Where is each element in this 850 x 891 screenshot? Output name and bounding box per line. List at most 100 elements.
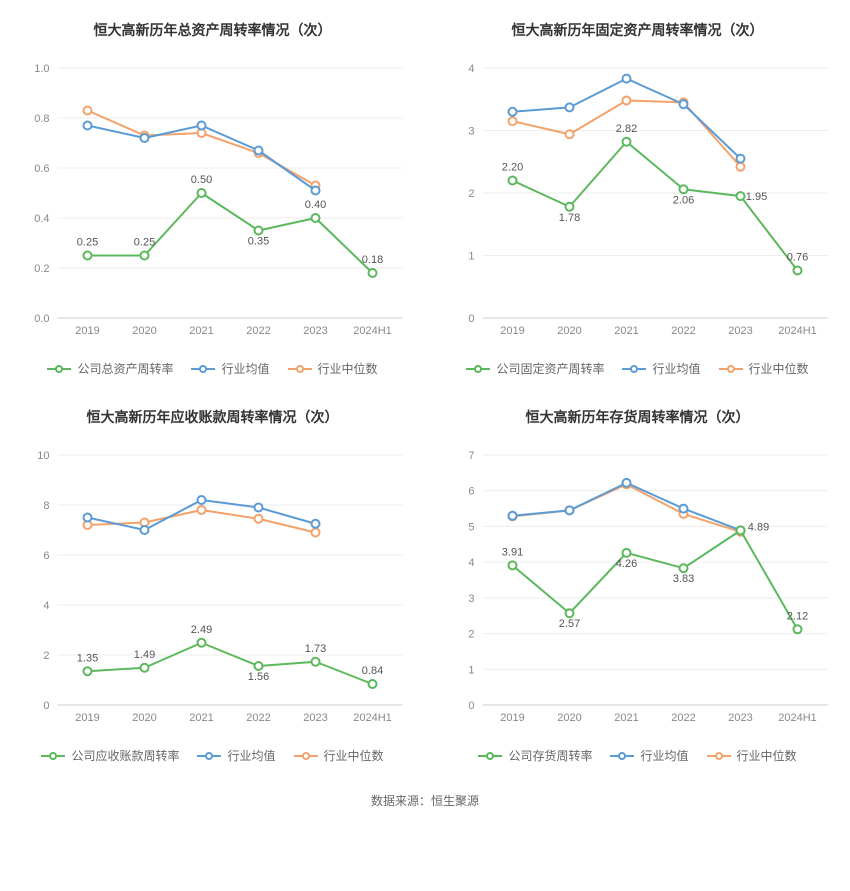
svg-text:0: 0 bbox=[43, 700, 49, 712]
svg-text:2022: 2022 bbox=[671, 712, 695, 724]
legend-item: 公司应收账款周转率 bbox=[41, 747, 179, 764]
svg-text:2022: 2022 bbox=[671, 325, 695, 337]
legend-label: 行业均值 bbox=[640, 747, 688, 764]
svg-text:0.50: 0.50 bbox=[191, 174, 212, 186]
legend-label: 行业中位数 bbox=[737, 747, 797, 764]
svg-text:0.40: 0.40 bbox=[305, 199, 326, 211]
svg-text:3: 3 bbox=[468, 593, 474, 605]
chart-plot: 01234567201920202021202220232024H13.912.… bbox=[435, 435, 840, 735]
chart-panel: 恒大高新历年总资产周转率情况（次）0.00.20.40.60.81.020192… bbox=[10, 10, 415, 377]
svg-text:2020: 2020 bbox=[132, 325, 156, 337]
svg-text:4: 4 bbox=[468, 63, 474, 75]
svg-text:0.84: 0.84 bbox=[362, 665, 383, 677]
svg-text:2: 2 bbox=[43, 650, 49, 662]
legend-marker-icon bbox=[610, 751, 634, 761]
svg-text:2019: 2019 bbox=[500, 712, 524, 724]
svg-text:0.6: 0.6 bbox=[34, 163, 49, 175]
legend-marker-icon bbox=[707, 751, 731, 761]
svg-text:2024H1: 2024H1 bbox=[353, 712, 392, 724]
svg-text:2023: 2023 bbox=[303, 712, 327, 724]
svg-text:2021: 2021 bbox=[189, 712, 213, 724]
svg-text:2: 2 bbox=[468, 188, 474, 200]
svg-text:2022: 2022 bbox=[246, 325, 270, 337]
legend-item: 行业中位数 bbox=[294, 747, 384, 764]
svg-text:2019: 2019 bbox=[500, 325, 524, 337]
svg-text:4: 4 bbox=[43, 600, 49, 612]
svg-text:1: 1 bbox=[468, 251, 474, 263]
svg-text:0: 0 bbox=[468, 700, 474, 712]
chart-panel: 恒大高新历年存货周转率情况（次）012345672019202020212022… bbox=[435, 397, 840, 764]
svg-text:2.57: 2.57 bbox=[559, 618, 580, 630]
svg-text:6: 6 bbox=[468, 486, 474, 498]
legend-marker-icon bbox=[294, 751, 318, 761]
svg-text:2.20: 2.20 bbox=[502, 162, 523, 174]
legend-label: 行业中位数 bbox=[318, 360, 378, 377]
svg-text:2020: 2020 bbox=[557, 325, 581, 337]
legend-marker-icon bbox=[41, 751, 65, 761]
chart-title: 恒大高新历年总资产周转率情况（次） bbox=[10, 20, 415, 40]
svg-text:1.73: 1.73 bbox=[305, 643, 326, 655]
svg-text:2.06: 2.06 bbox=[673, 194, 694, 206]
legend-label: 公司应收账款周转率 bbox=[71, 747, 179, 764]
svg-text:2022: 2022 bbox=[246, 712, 270, 724]
svg-text:2021: 2021 bbox=[614, 712, 638, 724]
svg-text:1: 1 bbox=[468, 664, 474, 676]
svg-text:4: 4 bbox=[468, 557, 474, 569]
svg-text:2.82: 2.82 bbox=[616, 123, 637, 135]
svg-text:1.56: 1.56 bbox=[248, 671, 269, 683]
legend-label: 行业均值 bbox=[221, 360, 269, 377]
legend-marker-icon bbox=[478, 751, 502, 761]
chart-panel: 恒大高新历年固定资产周转率情况（次）0123420192020202120222… bbox=[435, 10, 840, 377]
legend-item: 公司总资产周转率 bbox=[47, 360, 173, 377]
chart-title: 恒大高新历年应收账款周转率情况（次） bbox=[10, 407, 415, 427]
svg-text:7: 7 bbox=[468, 450, 474, 462]
svg-text:0.18: 0.18 bbox=[362, 254, 383, 266]
svg-text:3: 3 bbox=[468, 126, 474, 138]
legend-label: 公司存货周转率 bbox=[508, 747, 592, 764]
svg-text:2020: 2020 bbox=[132, 712, 156, 724]
chart-grid: 恒大高新历年总资产周转率情况（次）0.00.20.40.60.81.020192… bbox=[0, 0, 850, 774]
svg-text:0.8: 0.8 bbox=[34, 113, 49, 125]
legend-item: 行业中位数 bbox=[719, 360, 809, 377]
svg-text:2023: 2023 bbox=[728, 712, 752, 724]
legend-label: 行业均值 bbox=[227, 747, 275, 764]
svg-text:2019: 2019 bbox=[75, 325, 99, 337]
chart-plot: 0246810201920202021202220232024H11.351.4… bbox=[10, 435, 415, 735]
legend-label: 行业中位数 bbox=[749, 360, 809, 377]
svg-text:2019: 2019 bbox=[75, 712, 99, 724]
svg-text:8: 8 bbox=[43, 500, 49, 512]
svg-text:1.0: 1.0 bbox=[34, 63, 49, 75]
legend-item: 行业均值 bbox=[191, 360, 269, 377]
svg-text:10: 10 bbox=[37, 450, 49, 462]
svg-text:1.95: 1.95 bbox=[746, 191, 767, 203]
svg-text:0.25: 0.25 bbox=[77, 237, 98, 249]
legend-label: 公司固定资产周转率 bbox=[496, 360, 604, 377]
svg-text:4.26: 4.26 bbox=[616, 558, 637, 570]
legend-label: 行业均值 bbox=[652, 360, 700, 377]
legend-item: 公司固定资产周转率 bbox=[466, 360, 604, 377]
chart-legend: 公司总资产周转率 行业均值 行业中位数 bbox=[10, 360, 415, 377]
svg-text:2024H1: 2024H1 bbox=[778, 325, 817, 337]
svg-text:4.89: 4.89 bbox=[748, 521, 769, 533]
legend-item: 行业中位数 bbox=[707, 747, 797, 764]
legend-label: 公司总资产周转率 bbox=[77, 360, 173, 377]
svg-text:0.25: 0.25 bbox=[134, 237, 155, 249]
legend-marker-icon bbox=[719, 364, 743, 374]
svg-text:5: 5 bbox=[468, 521, 474, 533]
svg-text:0.76: 0.76 bbox=[787, 252, 808, 264]
chart-legend: 公司固定资产周转率 行业均值 行业中位数 bbox=[435, 360, 840, 377]
svg-text:1.78: 1.78 bbox=[559, 212, 580, 224]
svg-text:2: 2 bbox=[468, 629, 474, 641]
svg-text:2024H1: 2024H1 bbox=[778, 712, 817, 724]
svg-text:2023: 2023 bbox=[303, 325, 327, 337]
svg-text:1.35: 1.35 bbox=[77, 652, 98, 664]
legend-marker-icon bbox=[466, 364, 490, 374]
legend-marker-icon bbox=[622, 364, 646, 374]
svg-text:2021: 2021 bbox=[189, 325, 213, 337]
legend-marker-icon bbox=[288, 364, 312, 374]
svg-text:0: 0 bbox=[468, 313, 474, 325]
svg-text:2.12: 2.12 bbox=[787, 610, 808, 622]
svg-text:0.4: 0.4 bbox=[34, 213, 49, 225]
legend-item: 公司存货周转率 bbox=[478, 747, 592, 764]
svg-text:0.2: 0.2 bbox=[34, 263, 49, 275]
